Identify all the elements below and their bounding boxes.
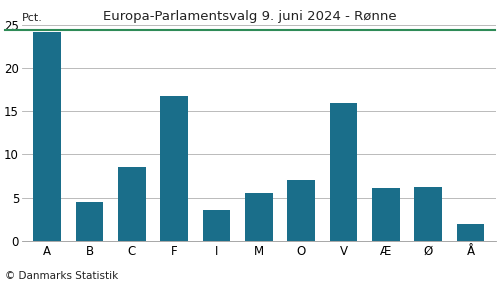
Bar [202,210,230,241]
Bar [76,202,104,241]
Bar [245,193,272,241]
Bar [372,188,400,241]
Bar [414,187,442,241]
Text: Europa-Parlamentsvalg 9. juni 2024 - Rønne: Europa-Parlamentsvalg 9. juni 2024 - Røn… [103,10,397,23]
Bar [160,96,188,241]
Text: © Danmarks Statistik: © Danmarks Statistik [5,271,118,281]
Bar [288,180,315,241]
Text: Pct.: Pct. [22,13,42,23]
Bar [118,168,146,241]
Bar [34,32,61,241]
Bar [330,103,357,241]
Bar [456,224,484,241]
